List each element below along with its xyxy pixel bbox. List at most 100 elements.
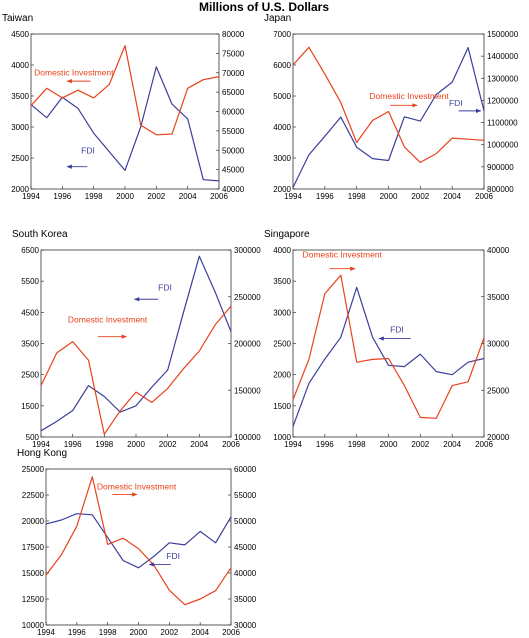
point-domestic-investment [138,548,140,550]
y-left-tick-label: 3500 [21,340,39,349]
x-tick-label: 2004 [443,192,461,201]
series-line-fdi [45,513,232,569]
point-fdi [324,135,326,137]
point-fdi [218,180,220,182]
chart-taiwan: Taiwan 2000 2500 3000 3500 4000 4500 40000 45000… [2,13,245,201]
x-tick-label: 2006 [475,192,493,201]
y-right-tick-label: 75000 [222,49,245,58]
point-fdi [88,385,90,387]
point-domestic-investment [61,97,63,99]
point-fdi [308,382,310,384]
x-tick-label: 2006 [222,440,240,449]
point-domestic-investment [324,73,326,75]
point-domestic-investment [56,352,58,354]
point-domestic-investment [292,64,294,66]
annotation-domestic-investment: Domestic Investment [303,249,383,259]
x-tick-label: 2006 [210,192,228,201]
y-left-tick-label: 5500 [21,277,39,286]
point-fdi [308,154,310,156]
point-fdi [419,353,421,355]
point-domestic-investment [61,554,63,556]
y-right-tick-label: 55000 [222,127,245,136]
y-left-tick-label: 2000 [273,185,291,194]
point-fdi [419,120,421,122]
point-fdi [372,158,374,160]
series-line-domestic-investment [30,44,220,136]
point-domestic-investment [419,162,421,164]
annotation-domestic-investment: Domestic Investment [68,314,148,324]
point-domestic-investment [483,337,485,339]
point-fdi [292,187,294,189]
point-fdi [155,66,157,68]
point-domestic-investment [372,358,374,360]
point-domestic-investment [230,305,232,307]
point-fdi [356,287,358,289]
x-tick-label: 2002 [147,192,165,201]
point-fdi [135,405,137,407]
point-domestic-investment [308,358,310,360]
y-left-tick-label: 17500 [22,543,45,552]
point-domestic-investment [45,574,47,576]
point-fdi [467,47,469,49]
y-right-tick-label: 40000 [234,569,257,578]
point-fdi [187,118,189,120]
y-right-tick-label: 300000 [234,246,261,255]
x-tick-label: 2002 [411,192,429,201]
point-fdi [151,386,153,388]
y-right-tick-label: 55000 [234,491,257,500]
point-fdi [483,358,485,360]
y-left-tick-label: 15000 [22,569,45,578]
point-domestic-investment [467,138,469,140]
point-fdi [199,531,201,533]
point-domestic-investment [308,46,310,48]
chart-title-taiwan: Taiwan [2,13,33,24]
y-left-tick-label: 1000 [273,433,291,442]
point-domestic-investment [404,146,406,148]
point-domestic-investment [340,102,342,104]
point-domestic-investment [119,410,121,412]
y-left-tick-label: 1500 [21,402,39,411]
y-right-tick-label: 150000 [234,386,261,395]
y-left-tick-label: 5000 [273,92,291,101]
y-right-tick-label: 1500000 [487,30,519,39]
point-domestic-investment [91,476,93,478]
point-domestic-investment [107,544,109,546]
point-fdi [388,160,390,162]
annotation-fdi: FDI [166,551,180,561]
y-left-tick-label: 25000 [22,465,45,474]
point-domestic-investment [419,416,421,418]
plot-frame [292,249,485,438]
annotation-fdi: FDI [449,98,463,108]
y-right-tick-label: 45000 [222,166,245,175]
point-fdi [93,132,95,134]
point-domestic-investment [214,324,216,326]
point-domestic-investment [467,381,469,383]
plot-frame [30,33,220,190]
y-right-tick-label: 50000 [234,517,257,526]
point-fdi [46,117,48,119]
y-right-tick-label: 1300000 [487,74,519,83]
x-tick-label: 2006 [475,440,493,449]
x-tick-label: 2000 [116,192,134,201]
x-tick-label: 2000 [130,628,148,637]
y-left-tick-label: 6000 [273,61,291,70]
point-domestic-investment [435,153,437,155]
x-tick-label: 1998 [348,192,366,201]
y-right-tick-label: 200000 [234,340,261,349]
y-right-tick-label: 900000 [487,163,514,172]
point-domestic-investment [103,433,105,435]
point-fdi [103,396,105,398]
x-tick-label: 1998 [348,440,366,449]
point-fdi [167,369,169,371]
y-left-tick-label: 2000 [11,185,29,194]
x-tick-label: 1996 [53,192,71,201]
point-domestic-investment [108,83,110,85]
y-left-tick-label: 10000 [22,621,45,630]
annotation-fdi: FDI [390,324,404,334]
series-line-domestic-investment [292,46,485,163]
y-right-tick-label: 70000 [222,69,245,78]
point-fdi [61,519,63,521]
point-fdi [404,116,406,118]
chart-south-korea: South Korea 500 1500 2500 3500 4500 5500 6500 10… [12,229,261,449]
